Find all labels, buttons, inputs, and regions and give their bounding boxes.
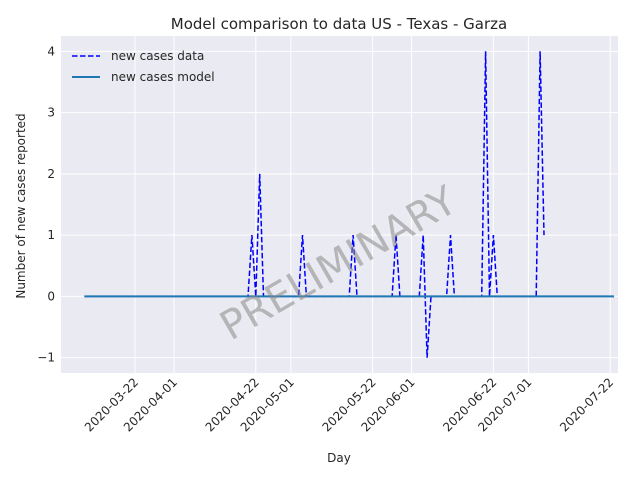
y-axis-label: Number of new cases reported <box>14 113 28 298</box>
series-line-data <box>84 51 545 358</box>
y-tick-label: 4 <box>47 44 55 58</box>
chart-title: Model comparison to data US - Texas - Ga… <box>171 15 507 33</box>
y-tick-label: −1 <box>37 351 55 365</box>
y-tick-label: 0 <box>47 289 55 303</box>
plot-area <box>61 36 618 373</box>
y-tick-label: 3 <box>47 106 55 120</box>
x-tick-label: 2020-07-22 <box>557 375 616 434</box>
y-tick-labels: −1 0 1 2 3 4 <box>37 44 55 364</box>
series-layer <box>84 51 615 358</box>
legend: new cases data new cases model <box>72 49 215 84</box>
x-axis-label: Day <box>327 451 351 465</box>
y-tick-label: 2 <box>47 167 55 181</box>
legend-label: new cases model <box>111 70 215 84</box>
legend-label: new cases data <box>111 49 204 63</box>
y-tick-label: 1 <box>47 228 55 242</box>
